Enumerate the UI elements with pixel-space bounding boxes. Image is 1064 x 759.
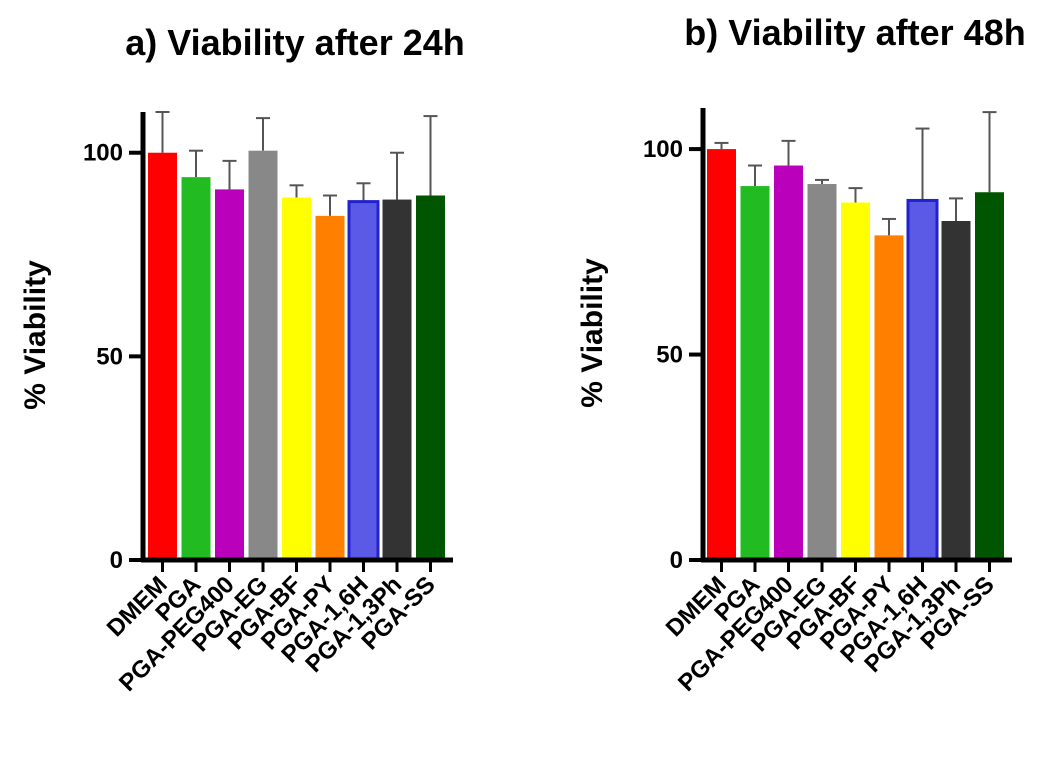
bar — [774, 165, 803, 560]
bar — [841, 202, 870, 560]
bar — [248, 150, 278, 560]
bar — [807, 184, 837, 560]
bar — [416, 195, 445, 560]
bar — [347, 200, 380, 562]
chart-title: b) Viability after 48h — [684, 12, 1025, 53]
chart-panel-24h: a) Viability after 24h % Viability 0 50 10… — [19, 22, 465, 697]
bar — [282, 197, 311, 560]
chart-panel-48h: b) Viability after 48h % Viability 0 50 10… — [576, 12, 1026, 697]
bar — [874, 235, 904, 560]
bar — [941, 221, 971, 560]
y-tick-label: 0 — [670, 547, 683, 574]
y-tick-label: 100 — [83, 140, 123, 167]
bar — [315, 215, 345, 560]
bar — [707, 149, 736, 560]
y-tick-label: 0 — [110, 547, 123, 574]
bar — [975, 192, 1004, 560]
y-tick-label: 50 — [96, 343, 123, 370]
bar — [740, 186, 770, 560]
y-tick-label: 100 — [643, 136, 683, 163]
bar — [382, 199, 412, 560]
y-axis-label: % Viability — [19, 260, 52, 410]
y-tick-label: 50 — [656, 342, 683, 369]
bar — [181, 177, 211, 560]
bar — [215, 189, 244, 560]
bar — [148, 152, 177, 560]
chart-title: a) Viability after 24h — [125, 22, 464, 63]
bar — [906, 198, 939, 562]
y-axis-label: % Viability — [576, 258, 609, 408]
